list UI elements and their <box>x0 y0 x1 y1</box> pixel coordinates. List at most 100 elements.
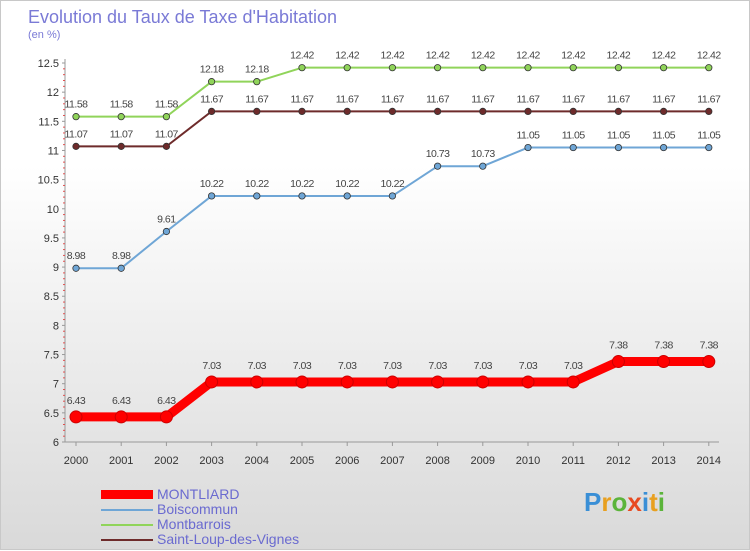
data-label-saint-loup-des-vignes: 11.07 <box>65 128 89 140</box>
data-label-montliard: 7.38 <box>654 340 673 352</box>
legend-label-boiscommun: Boiscommun <box>157 501 238 517</box>
data-label-montbarrois: 12.42 <box>697 50 721 62</box>
data-label-boiscommun: 10.73 <box>426 148 450 160</box>
data-point-boiscommun <box>479 162 487 170</box>
data-label-montbarrois: 11.58 <box>65 99 89 111</box>
data-label-boiscommun: 8.98 <box>67 250 86 262</box>
data-point-montbarrois <box>117 113 125 121</box>
data-label-saint-loup-des-vignes: 11.67 <box>517 93 541 105</box>
data-label-montbarrois: 12.18 <box>200 64 224 76</box>
data-point-boiscommun <box>117 264 125 272</box>
x-tick-label: 2011 <box>561 455 585 467</box>
x-tick-label: 2000 <box>64 455 88 467</box>
logo-letter: x <box>627 487 642 517</box>
data-point-saint-loup-des-vignes <box>479 107 487 115</box>
x-tick-label: 2012 <box>606 455 630 467</box>
data-label-montbarrois: 12.42 <box>426 50 450 62</box>
legend-swatch-saint-loup-des-vignes <box>101 539 153 541</box>
data-label-saint-loup-des-vignes: 11.67 <box>381 93 405 105</box>
data-point-montbarrois <box>343 64 351 72</box>
data-label-saint-loup-des-vignes: 11.07 <box>110 128 134 140</box>
logo-letter: o <box>611 487 628 517</box>
data-point-saint-loup-des-vignes <box>298 107 306 115</box>
y-tick-label: 7 <box>53 379 59 391</box>
data-label-boiscommun: 10.22 <box>290 178 314 190</box>
data-point-boiscommun <box>524 143 532 152</box>
data-point-montliard <box>521 375 535 389</box>
legend-label-montbarrois: Montbarrois <box>157 516 231 532</box>
data-label-saint-loup-des-vignes: 11.67 <box>245 93 269 105</box>
data-label-boiscommun: 10.22 <box>381 178 405 190</box>
data-point-montbarrois <box>433 64 442 72</box>
data-point-montliard <box>159 410 173 424</box>
data-point-saint-loup-des-vignes <box>117 142 125 150</box>
y-unit-label: (en %) <box>28 29 61 41</box>
data-point-boiscommun <box>162 227 170 236</box>
y-tick-label: 12 <box>47 87 59 99</box>
data-label-montliard: 7.03 <box>383 360 402 372</box>
data-point-montliard <box>657 355 671 369</box>
data-point-montliard <box>702 355 716 369</box>
data-point-montliard <box>566 375 580 389</box>
data-label-montbarrois: 12.42 <box>607 50 631 62</box>
legend-swatch-montbarrois <box>101 524 153 526</box>
logo-letter: t <box>649 487 658 517</box>
x-tick-label: 2014 <box>697 455 721 467</box>
data-label-saint-loup-des-vignes: 11.67 <box>607 93 631 105</box>
data-point-montliard <box>114 410 128 424</box>
data-point-montbarrois <box>253 78 261 86</box>
data-point-montliard <box>476 375 490 389</box>
x-tick-label: 2002 <box>154 455 178 467</box>
data-label-montliard: 7.03 <box>338 360 357 372</box>
y-tick-label: 12.5 <box>38 58 59 70</box>
data-label-montliard: 7.38 <box>700 340 719 352</box>
data-label-saint-loup-des-vignes: 11.67 <box>697 93 721 105</box>
legend-label-saint-loup-des-vignes: Saint-Loup-des-Vignes <box>157 531 300 547</box>
data-label-montbarrois: 12.42 <box>471 50 495 62</box>
data-point-montbarrois <box>479 64 487 72</box>
legend-label-montliard: MONTLIARD <box>157 486 240 502</box>
data-point-montliard <box>295 375 309 389</box>
data-label-boiscommun: 11.05 <box>562 130 586 142</box>
data-label-boiscommun: 11.05 <box>652 130 676 142</box>
data-label-montbarrois: 11.58 <box>155 99 179 111</box>
data-label-montliard: 7.38 <box>609 340 628 352</box>
x-tick-label: 2013 <box>651 455 675 467</box>
data-point-montliard <box>205 375 219 389</box>
data-label-montliard: 7.03 <box>474 360 493 372</box>
data-point-saint-loup-des-vignes <box>162 142 170 150</box>
y-tick-label: 9 <box>53 262 59 274</box>
x-tick-label: 2003 <box>199 455 223 467</box>
data-point-boiscommun <box>569 143 577 152</box>
data-point-boiscommun <box>298 192 306 200</box>
data-label-montbarrois: 12.42 <box>516 50 540 62</box>
data-point-saint-loup-des-vignes <box>705 107 713 115</box>
data-label-saint-loup-des-vignes: 11.67 <box>200 93 224 105</box>
data-label-boiscommun: 10.22 <box>200 178 224 190</box>
data-label-boiscommun: 11.05 <box>697 130 721 142</box>
data-point-montbarrois <box>388 64 396 72</box>
data-label-boiscommun: 11.05 <box>517 130 541 142</box>
data-point-saint-loup-des-vignes <box>208 107 216 115</box>
y-tick-label: 11.5 <box>38 116 59 128</box>
data-point-montbarrois <box>162 113 170 121</box>
data-label-montbarrois: 12.42 <box>335 50 359 62</box>
y-tick-label: 10.5 <box>38 175 59 187</box>
logo-letter: r <box>601 487 612 517</box>
data-label-saint-loup-des-vignes: 11.67 <box>336 93 360 105</box>
y-tick-label: 7.5 <box>44 350 59 362</box>
x-tick-label: 2001 <box>109 455 133 467</box>
data-point-montbarrois <box>614 64 623 72</box>
data-point-montliard <box>69 410 83 424</box>
data-point-saint-loup-des-vignes <box>72 142 80 150</box>
y-tick-label: 10 <box>47 204 59 216</box>
data-point-montbarrois <box>705 64 713 72</box>
y-tick-label: 8 <box>53 320 59 332</box>
data-label-saint-loup-des-vignes: 11.07 <box>155 128 179 140</box>
data-point-montbarrois <box>524 64 532 72</box>
data-label-saint-loup-des-vignes: 11.67 <box>426 93 450 105</box>
data-point-boiscommun <box>433 162 442 170</box>
x-tick-label: 2009 <box>471 455 495 467</box>
data-point-boiscommun <box>253 192 261 200</box>
data-point-boiscommun <box>72 264 80 272</box>
